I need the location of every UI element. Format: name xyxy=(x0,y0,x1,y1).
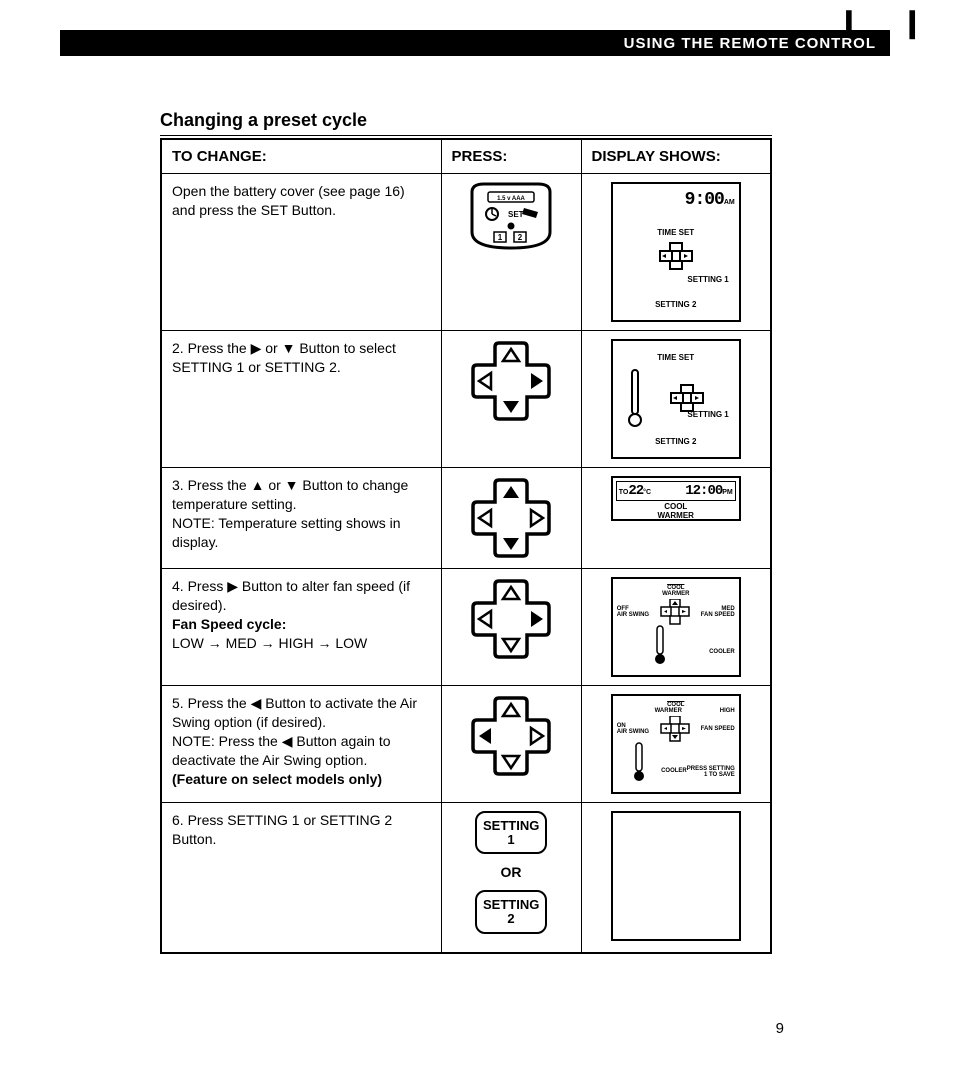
arrow-box-icon xyxy=(660,599,690,625)
step1-press: 1.5 v AAA SET 1 2 xyxy=(441,174,581,331)
step5-line-c: (Feature on select models only) xyxy=(172,771,382,787)
step4-line-a: 4. Press ▶ Button to alter fan speed (if… xyxy=(172,577,431,615)
step5-text: 5. Press the ◀ Button to activate the Ai… xyxy=(161,686,441,803)
display-label: COOLER xyxy=(709,649,735,655)
table-row: 3. Press the ▲ or ▼ Button to change tem… xyxy=(161,468,771,569)
display-label: SETTING 1 xyxy=(617,275,735,284)
step5-press xyxy=(441,686,581,803)
thermometer-icon xyxy=(633,742,645,782)
display-label: SETTING 2 xyxy=(617,300,735,309)
display-screen-empty xyxy=(611,811,741,941)
dpad-left-icon xyxy=(469,694,553,778)
table-row: 4. Press ▶ Button to alter fan speed (if… xyxy=(161,569,771,686)
step4-text: 4. Press ▶ Button to alter fan speed (if… xyxy=(161,569,441,686)
display-label: COOLER xyxy=(661,768,687,774)
or-label: OR xyxy=(452,864,571,880)
display-screen: TO22°C 12:00PM COOL WARMER xyxy=(611,476,741,521)
step3-line-a: 3. Press the ▲ or ▼ Button to change tem… xyxy=(172,476,431,514)
step1-display: 9:00AM TIME SET SETTING 1 SETTING 2 xyxy=(581,174,771,331)
display-ampm: PM xyxy=(722,489,733,496)
step3-text: 3. Press the ▲ or ▼ Button to change tem… xyxy=(161,468,441,569)
step3-display: TO22°C 12:00PM COOL WARMER xyxy=(581,468,771,569)
step4-line-b: Fan Speed cycle: xyxy=(172,616,286,632)
display-label: WARMER xyxy=(655,708,682,714)
display-temp: 22 xyxy=(628,483,643,499)
time-set-box-icon xyxy=(669,383,705,413)
display-label: TIME SET xyxy=(617,228,735,237)
display-screen: COOL WARMER HIGH ON AIR SWING xyxy=(611,694,741,794)
dpad-up-down-icon xyxy=(469,476,553,560)
page-header-bar: USING THE REMOTE CONTROL xyxy=(60,30,890,56)
col-header-press: PRESS: xyxy=(441,139,581,174)
svg-text:1.5 v AAA: 1.5 v AAA xyxy=(497,196,525,202)
table-row: 2. Press the ▶ or ▼ Button to select SET… xyxy=(161,331,771,468)
setting-1-button-graphic: SETTING 1 xyxy=(475,811,547,854)
display-time: 12:00 xyxy=(685,483,722,499)
step3-line-b: NOTE: Temperature setting shows in displ… xyxy=(172,514,431,552)
step6-press: SETTING 1 OR SETTING 2 xyxy=(441,803,581,954)
table-row: 5. Press the ◀ Button to activate the Ai… xyxy=(161,686,771,803)
page-header-title: USING THE REMOTE CONTROL xyxy=(624,35,876,52)
svg-text:SET: SET xyxy=(508,210,524,219)
step2-line: 2. Press the ▶ or ▼ Button to select SET… xyxy=(172,340,396,375)
step4-display: COOL WARMER OFF AIR SWING xyxy=(581,569,771,686)
display-ampm: AM xyxy=(724,199,735,206)
dpad-right-down-icon xyxy=(469,339,553,423)
arrow-box-icon xyxy=(660,716,690,742)
step6-text: 6. Press SETTING 1 or SETTING 2 Button. xyxy=(161,803,441,954)
display-label: AIR SWING xyxy=(617,729,649,735)
display-label: WARMER xyxy=(617,591,735,597)
display-time: 9:00 xyxy=(685,190,724,210)
display-temp-prefix: TO xyxy=(619,489,629,496)
battery-compartment-icon: 1.5 v AAA SET 1 2 xyxy=(466,182,556,252)
step1-line: Open the battery cover (see page 16) and… xyxy=(172,183,405,218)
svg-text:1: 1 xyxy=(498,233,503,242)
time-set-box-icon xyxy=(658,241,694,271)
setting-2-button-graphic: SETTING 2 xyxy=(475,890,547,933)
step6-line: 6. Press SETTING 1 or SETTING 2 Button. xyxy=(172,812,392,847)
display-label: WARMER xyxy=(616,511,736,520)
step4-press xyxy=(441,569,581,686)
section-title: Changing a preset cycle xyxy=(160,110,772,136)
step2-text: 2. Press the ▶ or ▼ Button to select SET… xyxy=(161,331,441,468)
display-screen: TIME SET xyxy=(611,339,741,459)
step6-display xyxy=(581,803,771,954)
display-label: FAN SPEED xyxy=(701,726,735,732)
display-label: AIR SWING xyxy=(617,612,649,618)
step2-display: TIME SET xyxy=(581,331,771,468)
svg-text:2: 2 xyxy=(518,233,523,242)
step3-press xyxy=(441,468,581,569)
display-label: 1 TO SAVE xyxy=(687,772,735,778)
step5-display: COOL WARMER HIGH ON AIR SWING xyxy=(581,686,771,803)
step1-text: Open the battery cover (see page 16) and… xyxy=(161,174,441,331)
display-screen: 9:00AM TIME SET SETTING 1 SETTING 2 xyxy=(611,182,741,322)
step5-line-b: NOTE: Press the ◀ Button again to deacti… xyxy=(172,732,431,770)
step4-line-c: LOW → MED → HIGH → LOW xyxy=(172,634,431,653)
thermometer-icon xyxy=(628,368,642,428)
table-row: 6. Press SETTING 1 or SETTING 2 Button. … xyxy=(161,803,771,954)
display-label: FAN SPEED xyxy=(701,612,735,618)
col-header-change: TO CHANGE: xyxy=(161,139,441,174)
step5-line-a: 5. Press the ◀ Button to activate the Ai… xyxy=(172,694,431,732)
display-label: TIME SET xyxy=(617,353,735,362)
page-number: 9 xyxy=(776,1020,784,1037)
display-label: SETTING 2 xyxy=(617,437,735,446)
table-row: Open the battery cover (see page 16) and… xyxy=(161,174,771,331)
display-screen: COOL WARMER OFF AIR SWING xyxy=(611,577,741,677)
display-unit: °C xyxy=(643,489,651,496)
display-label: COOL xyxy=(616,502,736,511)
instruction-table: TO CHANGE: PRESS: DISPLAY SHOWS: Open th… xyxy=(160,138,772,954)
dpad-right-icon xyxy=(469,577,553,661)
table-header-row: TO CHANGE: PRESS: DISPLAY SHOWS: xyxy=(161,139,771,174)
thermometer-icon xyxy=(654,625,666,665)
tick-2: ❙ xyxy=(901,6,924,39)
display-label: HIGH xyxy=(720,708,735,714)
col-header-display: DISPLAY SHOWS: xyxy=(581,139,771,174)
step2-press xyxy=(441,331,581,468)
